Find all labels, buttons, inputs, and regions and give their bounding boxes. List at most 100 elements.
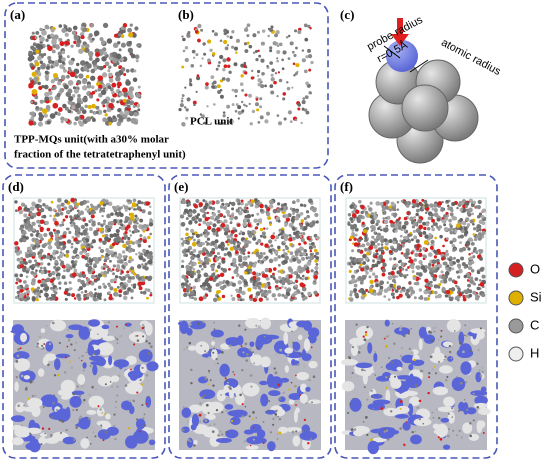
atom bbox=[478, 369, 481, 372]
atom bbox=[69, 266, 73, 270]
atom bbox=[114, 437, 117, 441]
atom bbox=[40, 237, 44, 241]
atom bbox=[255, 57, 259, 62]
atom bbox=[34, 36, 38, 40]
atom bbox=[58, 286, 62, 290]
atom bbox=[97, 75, 104, 81]
atom bbox=[233, 240, 236, 244]
atom bbox=[48, 231, 54, 236]
atom bbox=[75, 102, 82, 109]
atom bbox=[352, 218, 356, 222]
atom bbox=[104, 113, 108, 117]
atom bbox=[44, 70, 49, 75]
atom bbox=[458, 429, 462, 433]
atom bbox=[296, 214, 299, 217]
atom bbox=[138, 255, 144, 261]
atom bbox=[144, 227, 148, 230]
atom bbox=[283, 259, 288, 264]
atom bbox=[142, 290, 147, 295]
atom bbox=[142, 417, 145, 420]
pore bbox=[402, 421, 411, 431]
atom bbox=[24, 284, 29, 289]
atom bbox=[383, 428, 386, 431]
pore bbox=[60, 379, 76, 394]
atom bbox=[128, 32, 134, 38]
atom bbox=[249, 268, 253, 272]
atom bbox=[110, 212, 114, 216]
atom bbox=[76, 385, 79, 388]
atom bbox=[403, 220, 409, 226]
atom bbox=[41, 29, 47, 36]
atom bbox=[95, 227, 99, 231]
atom bbox=[380, 407, 384, 410]
atom bbox=[277, 245, 281, 250]
atom bbox=[360, 281, 363, 285]
pore bbox=[259, 438, 267, 444]
atom bbox=[462, 297, 467, 302]
atom bbox=[107, 69, 111, 73]
atom bbox=[265, 227, 269, 230]
atom bbox=[55, 44, 60, 48]
pore bbox=[211, 341, 216, 346]
atom bbox=[276, 95, 279, 98]
atom bbox=[263, 227, 266, 230]
atom bbox=[379, 285, 384, 290]
pore bbox=[187, 345, 197, 351]
atom bbox=[373, 292, 377, 296]
atom bbox=[97, 88, 101, 92]
atom bbox=[266, 64, 269, 68]
pore bbox=[44, 353, 57, 361]
atom bbox=[315, 220, 319, 224]
atom bbox=[244, 271, 248, 275]
atom bbox=[244, 49, 249, 54]
atom bbox=[137, 85, 141, 89]
atom bbox=[295, 374, 297, 377]
atom bbox=[294, 72, 298, 76]
atom bbox=[219, 430, 222, 433]
atom bbox=[436, 226, 439, 229]
atom bbox=[102, 209, 106, 213]
atom bbox=[15, 359, 19, 363]
atom bbox=[411, 225, 416, 229]
atom bbox=[256, 346, 259, 350]
atom bbox=[145, 224, 149, 228]
atom bbox=[309, 207, 313, 211]
atom bbox=[76, 62, 80, 67]
atom bbox=[264, 119, 269, 124]
atom bbox=[101, 234, 105, 238]
atom bbox=[204, 279, 209, 284]
atom bbox=[305, 55, 309, 59]
atom bbox=[118, 116, 124, 122]
atom bbox=[111, 90, 115, 95]
atom bbox=[399, 427, 403, 430]
atom bbox=[102, 439, 105, 442]
atom bbox=[101, 412, 104, 414]
atom bbox=[205, 82, 209, 86]
atom bbox=[43, 343, 46, 345]
atom bbox=[136, 264, 142, 269]
atom bbox=[430, 242, 435, 247]
atom bbox=[81, 385, 84, 388]
atom bbox=[441, 287, 446, 292]
atom bbox=[403, 216, 408, 221]
atom bbox=[212, 223, 217, 228]
pore bbox=[15, 401, 26, 413]
atom bbox=[456, 298, 460, 302]
atom bbox=[310, 60, 314, 65]
atom bbox=[93, 288, 97, 291]
atom bbox=[294, 118, 298, 122]
atom bbox=[375, 201, 381, 206]
atom bbox=[131, 331, 133, 334]
atom bbox=[80, 60, 86, 66]
atom bbox=[128, 426, 131, 430]
atom bbox=[433, 208, 438, 213]
atom bbox=[35, 269, 38, 272]
atom bbox=[415, 203, 420, 208]
atom bbox=[25, 269, 30, 274]
atom bbox=[358, 265, 362, 269]
atom bbox=[185, 264, 191, 270]
atom bbox=[429, 280, 433, 284]
atom bbox=[432, 222, 437, 226]
pore bbox=[367, 342, 373, 354]
atom bbox=[370, 267, 373, 270]
